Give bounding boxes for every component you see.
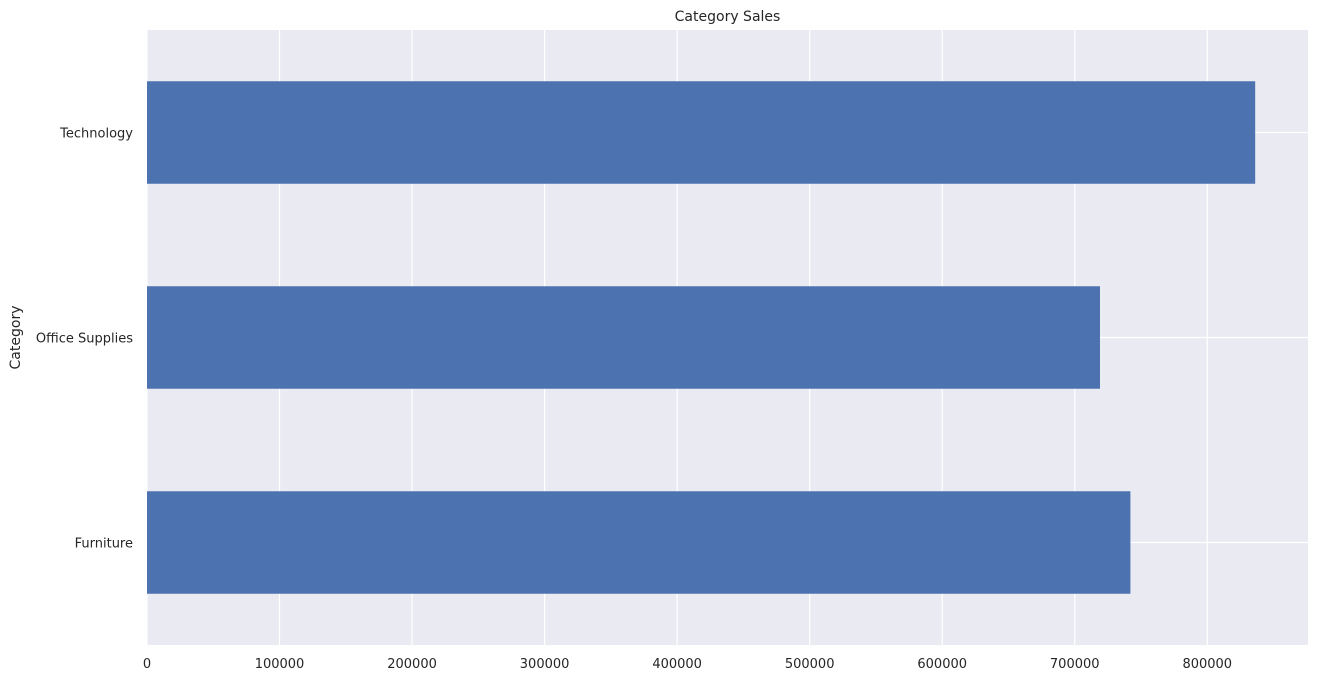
y-tick-label: Technology xyxy=(59,127,133,142)
bar-technology xyxy=(147,81,1256,184)
x-tick-label: 600000 xyxy=(917,657,967,672)
x-tick-label: 500000 xyxy=(785,657,835,672)
x-tick-label: 100000 xyxy=(255,657,305,672)
x-tick-label: 0 xyxy=(143,657,151,672)
x-tick-label: 300000 xyxy=(520,657,570,672)
x-tick-label: 800000 xyxy=(1182,657,1232,672)
chart-title: Category Sales xyxy=(675,9,781,25)
bar-furniture xyxy=(147,491,1131,594)
x-tick-label: 400000 xyxy=(652,657,702,672)
y-tick-label: Furniture xyxy=(75,537,133,552)
bars xyxy=(147,81,1256,594)
y-axis-title: Category xyxy=(8,306,24,370)
x-tick-label: 700000 xyxy=(1050,657,1100,672)
bar-office-supplies xyxy=(147,286,1100,389)
y-tick-label: Office Supplies xyxy=(36,332,133,347)
x-axis-ticks: 0 100000 200000 300000 400000 500000 600000 700… xyxy=(143,657,1232,672)
y-axis-ticks: Furniture Office Supplies Technology xyxy=(36,127,133,552)
x-tick-label: 200000 xyxy=(387,657,437,672)
